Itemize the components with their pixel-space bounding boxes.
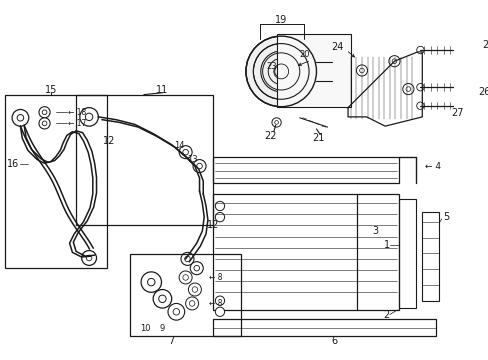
Circle shape [185,297,198,310]
Text: ← 17: ← 17 [68,119,86,128]
Text: 26: 26 [477,87,488,97]
Text: 5: 5 [442,212,448,222]
Circle shape [39,107,50,118]
Circle shape [215,201,224,211]
Circle shape [80,108,98,126]
Text: 24: 24 [330,42,343,52]
Text: ← 8: ← 8 [208,273,222,282]
Circle shape [39,118,50,129]
Circle shape [356,65,367,76]
Circle shape [388,56,399,67]
Circle shape [179,146,192,159]
Circle shape [168,303,184,320]
Text: 3: 3 [372,226,378,236]
Bar [76,95,213,225]
Circle shape [153,289,171,308]
Text: 15: 15 [45,85,57,95]
Text: 19: 19 [275,15,287,25]
Circle shape [193,159,205,172]
Circle shape [215,296,224,305]
Circle shape [141,272,161,292]
Text: ← 18: ← 18 [68,108,86,117]
Text: 2: 2 [383,310,389,320]
Circle shape [190,262,203,275]
Circle shape [279,69,283,73]
Circle shape [416,46,423,54]
Text: 10: 10 [140,324,151,333]
Text: 1: 1 [383,240,389,250]
Circle shape [245,36,316,107]
Text: 6: 6 [330,336,337,346]
Circle shape [179,271,192,284]
Bar [4,95,106,268]
Bar [398,199,415,308]
Text: 14: 14 [174,141,184,150]
Circle shape [416,84,423,91]
Circle shape [12,109,29,126]
Text: 22: 22 [264,131,276,141]
Bar [276,34,350,107]
Text: 12: 12 [207,220,219,230]
Circle shape [215,212,224,222]
Bar [213,194,398,310]
Bar [422,212,438,301]
Circle shape [416,102,423,109]
Bar [130,254,241,336]
Text: 25: 25 [482,40,488,50]
Text: ← 8: ← 8 [208,299,222,308]
Circle shape [271,118,281,127]
Text: 12: 12 [103,136,116,146]
Bar [213,157,398,183]
Text: 13: 13 [186,155,197,164]
Text: 9: 9 [160,324,165,333]
Text: 20: 20 [299,50,309,59]
Text: 7: 7 [168,336,175,346]
Text: 16: 16 [7,159,19,169]
Circle shape [402,84,413,95]
Circle shape [188,283,201,296]
Circle shape [181,252,194,265]
Text: 27: 27 [450,108,463,118]
Bar [213,319,435,336]
Circle shape [215,307,224,316]
Circle shape [81,251,96,265]
Text: ← 4: ← 4 [424,162,440,171]
Text: 21: 21 [311,133,324,143]
Text: 23: 23 [266,62,277,71]
Text: 11: 11 [156,85,168,95]
